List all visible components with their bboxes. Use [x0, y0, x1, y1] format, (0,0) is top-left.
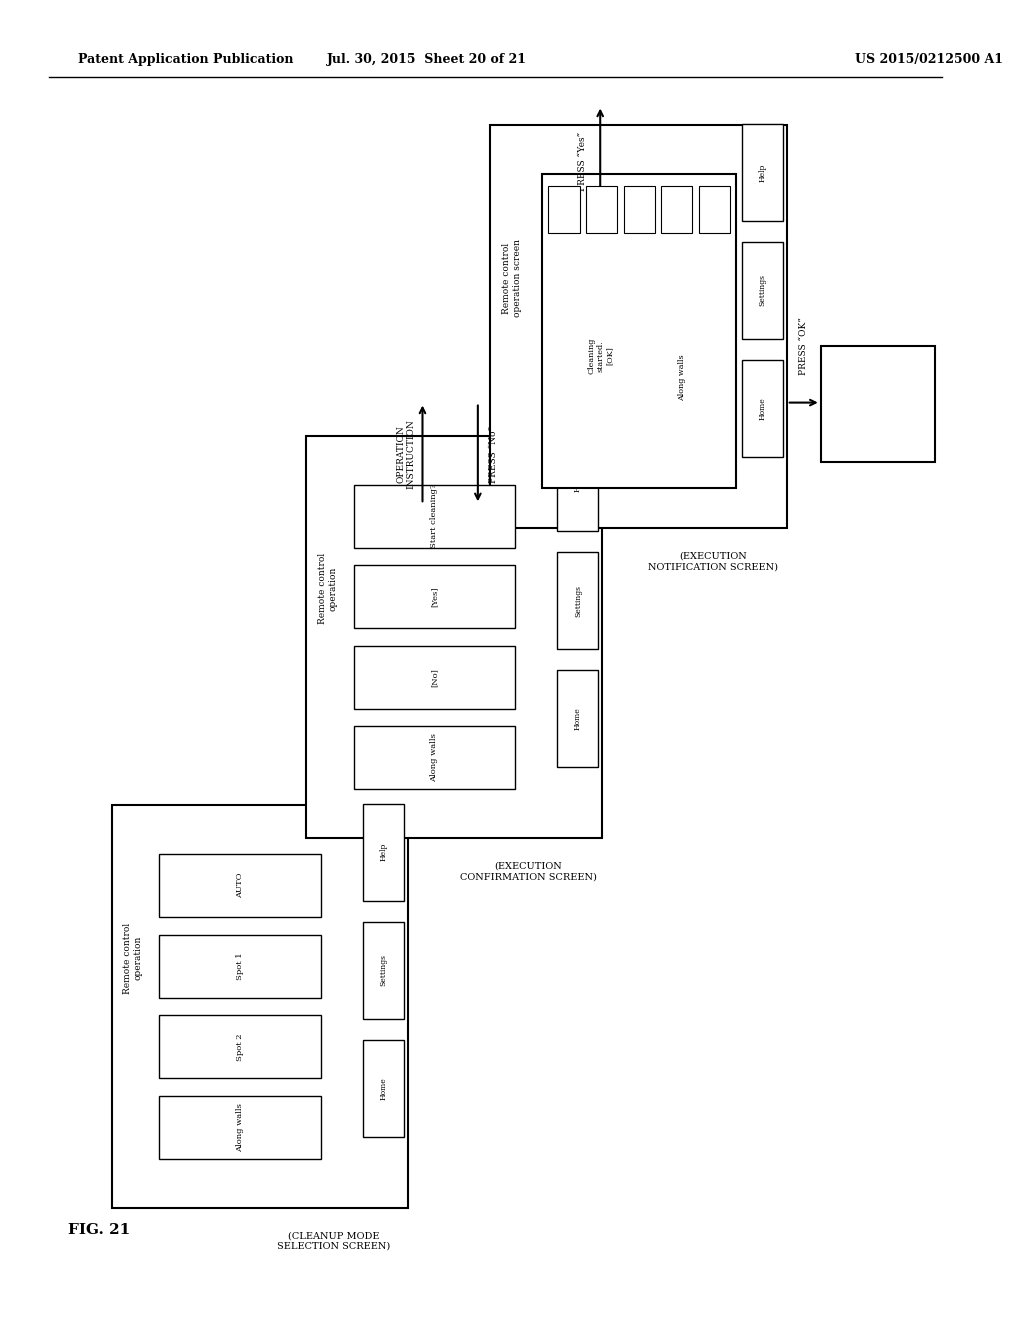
- Text: OPERATION
INSTRUCTION: OPERATION INSTRUCTION: [396, 420, 416, 488]
- FancyBboxPatch shape: [557, 434, 598, 531]
- FancyBboxPatch shape: [557, 552, 598, 649]
- Text: US 2015/0212500 A1: US 2015/0212500 A1: [855, 53, 1002, 66]
- FancyBboxPatch shape: [112, 805, 408, 1208]
- FancyBboxPatch shape: [353, 484, 515, 548]
- FancyBboxPatch shape: [353, 726, 515, 789]
- Text: "OUTSIDE MODE HOME
SCREEN": "OUTSIDE MODE HOME SCREEN": [820, 395, 936, 413]
- FancyBboxPatch shape: [549, 186, 580, 234]
- FancyBboxPatch shape: [353, 565, 515, 628]
- Text: Help: Help: [759, 164, 766, 182]
- FancyBboxPatch shape: [490, 125, 786, 528]
- Text: [No]: [No]: [430, 668, 438, 686]
- Text: (EXECUTION
NOTIFICATION SCREEN): (EXECUTION NOTIFICATION SCREEN): [647, 552, 777, 572]
- Text: [Yes]: [Yes]: [430, 586, 438, 607]
- FancyBboxPatch shape: [742, 124, 782, 220]
- FancyBboxPatch shape: [364, 1040, 404, 1137]
- Text: Patent Application Publication: Patent Application Publication: [78, 53, 293, 66]
- Text: Jul. 30, 2015  Sheet 20 of 21: Jul. 30, 2015 Sheet 20 of 21: [328, 53, 527, 66]
- Text: PRESS “No”: PRESS “No”: [488, 425, 498, 483]
- Text: Home: Home: [759, 397, 766, 420]
- Text: AUTO: AUTO: [237, 873, 244, 899]
- Text: Cleaning
started.
[OK]: Cleaning started. [OK]: [587, 338, 613, 374]
- FancyBboxPatch shape: [742, 242, 782, 339]
- FancyBboxPatch shape: [364, 804, 404, 900]
- Text: Settings: Settings: [380, 954, 388, 986]
- Text: Remote control
operation: Remote control operation: [317, 553, 337, 624]
- Text: PRESS “Yes”: PRESS “Yes”: [579, 132, 587, 190]
- Text: Home: Home: [380, 1077, 388, 1100]
- Text: Settings: Settings: [573, 585, 582, 616]
- Text: Spot 1: Spot 1: [237, 953, 244, 979]
- Text: Home: Home: [573, 708, 582, 730]
- FancyBboxPatch shape: [160, 1015, 321, 1078]
- FancyBboxPatch shape: [742, 360, 782, 457]
- FancyBboxPatch shape: [160, 1096, 321, 1159]
- FancyBboxPatch shape: [557, 671, 598, 767]
- Text: (CLEANUP MODE
SELECTION SCREEN): (CLEANUP MODE SELECTION SCREEN): [278, 1232, 390, 1251]
- FancyBboxPatch shape: [160, 935, 321, 998]
- FancyBboxPatch shape: [586, 186, 617, 234]
- Text: Remote control
operation screen: Remote control operation screen: [502, 239, 521, 317]
- Text: Help: Help: [380, 843, 388, 862]
- Text: FIG. 21: FIG. 21: [68, 1224, 130, 1237]
- FancyBboxPatch shape: [542, 174, 736, 488]
- Text: Start cleaning?: Start cleaning?: [430, 484, 438, 548]
- Text: Along walls: Along walls: [430, 733, 438, 783]
- FancyBboxPatch shape: [820, 346, 935, 462]
- Text: Along walls: Along walls: [678, 355, 686, 401]
- FancyBboxPatch shape: [662, 186, 692, 234]
- FancyBboxPatch shape: [624, 186, 654, 234]
- Text: Settings: Settings: [759, 275, 766, 306]
- FancyBboxPatch shape: [353, 645, 515, 709]
- FancyBboxPatch shape: [364, 921, 404, 1019]
- Text: PRESS “OK”: PRESS “OK”: [799, 317, 808, 375]
- Text: Spot 2: Spot 2: [237, 1034, 244, 1060]
- Text: Remote control
operation: Remote control operation: [123, 923, 142, 994]
- FancyBboxPatch shape: [160, 854, 321, 917]
- FancyBboxPatch shape: [306, 436, 602, 838]
- Text: (EXECUTION
CONFIRMATION SCREEN): (EXECUTION CONFIRMATION SCREEN): [460, 862, 597, 882]
- Text: Along walls: Along walls: [237, 1102, 244, 1152]
- FancyBboxPatch shape: [698, 186, 730, 234]
- Text: Help: Help: [573, 474, 582, 492]
